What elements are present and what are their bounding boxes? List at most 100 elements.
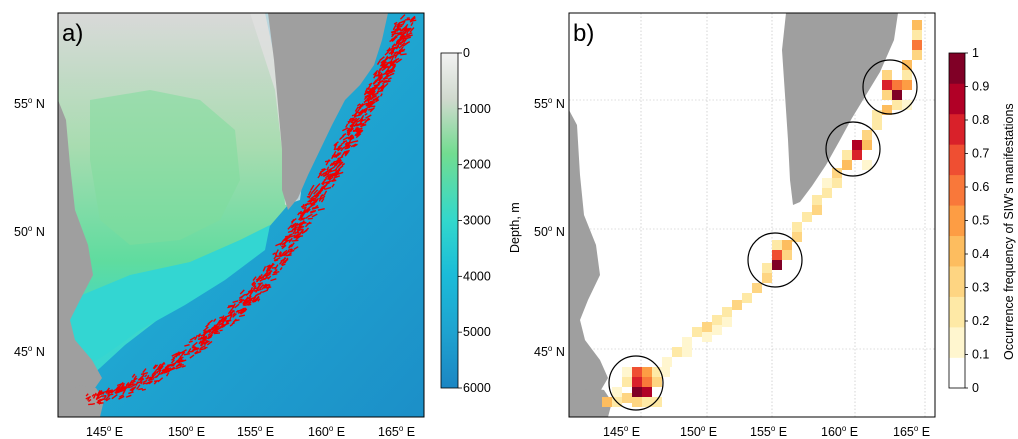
siw-mark [189, 354, 195, 359]
siw-mark [352, 129, 359, 132]
mainland-land [58, 100, 102, 417]
frequency-cell [622, 367, 632, 377]
frequency-cell [632, 387, 642, 397]
frequency-cell [782, 250, 792, 260]
siw-mark [401, 20, 406, 26]
siw-mark [248, 295, 252, 301]
siw-mark [285, 236, 289, 240]
frequency-tick-label: 0.4 [972, 247, 989, 261]
siw-mark [300, 217, 306, 220]
siw-mark [303, 209, 309, 215]
siw-mark [393, 21, 398, 25]
siw-mark [213, 330, 219, 334]
siw-mark [398, 20, 406, 24]
lon-label-150: 150o E [680, 424, 717, 439]
frequency-tick-label: 0.2 [972, 314, 989, 328]
siw-mark [207, 332, 212, 336]
siw-mark [368, 91, 374, 97]
frequency-cell [702, 322, 712, 332]
siw-mark [347, 120, 351, 123]
siw-mark [259, 291, 263, 295]
frequency-cell [682, 337, 692, 347]
frequency-cell [882, 90, 892, 100]
depth-tick-label: 3000 [463, 214, 491, 228]
siw-mark [310, 200, 318, 206]
siw-mark [321, 180, 325, 185]
siw-mark [255, 277, 260, 281]
siw-mark [201, 336, 208, 340]
siw-mark [210, 327, 215, 331]
siw-mark [91, 393, 95, 397]
frequency-cell [772, 250, 782, 260]
frequency-cell [772, 260, 782, 270]
siw-mark [333, 175, 341, 179]
panel-a-lon-labels: 145o E 150o E 155o E 160o E 165o E [86, 424, 415, 439]
siw-mark [281, 244, 287, 248]
frequency-cell [882, 70, 892, 80]
siw-mark [378, 76, 383, 82]
frequency-color-block [949, 174, 965, 206]
frequency-cell [862, 140, 872, 150]
siw-mark [306, 208, 311, 214]
siw-mark [266, 270, 273, 276]
siw-mark [404, 18, 411, 21]
siw-mark [261, 289, 268, 293]
siw-mark [214, 327, 222, 332]
siw-mark [321, 168, 326, 171]
central-plateau [90, 90, 240, 245]
lat-label-55: 55o N [534, 96, 565, 111]
siw-mark [234, 319, 240, 322]
frequency-cell [832, 168, 842, 178]
siw-mark [391, 63, 396, 66]
siw-mark [210, 328, 215, 334]
siw-mark [123, 386, 127, 391]
frequency-color-block [949, 144, 965, 176]
siw-mark [387, 65, 392, 70]
siw-mark [288, 244, 293, 249]
siw-mark [161, 362, 166, 366]
siw-mark [92, 392, 97, 399]
siw-mark [355, 133, 362, 139]
lon-label-150: 150o E [168, 424, 205, 439]
frequency-cell [602, 397, 612, 407]
hokkaido-land [58, 385, 104, 417]
siw-mark [322, 182, 325, 186]
siw-mark [118, 387, 123, 392]
siw-mark [239, 307, 245, 315]
siw-mark [232, 313, 237, 318]
siw-mark [270, 278, 277, 282]
siw-mark [142, 379, 148, 384]
frequency-color-block [949, 205, 965, 237]
frequency-color-block [949, 357, 965, 389]
siw-mark [306, 195, 311, 198]
siw-mark [406, 29, 410, 35]
siw-mark [373, 69, 379, 76]
siw-mark [313, 189, 319, 195]
siw-mark [293, 236, 299, 239]
siw-mark [95, 395, 103, 401]
siw-mark [144, 374, 148, 378]
siw-mark [337, 146, 343, 152]
siw-mark [390, 66, 396, 71]
siw-mark [311, 187, 317, 194]
siw-mark [364, 95, 369, 98]
siw-mark [359, 103, 364, 110]
siw-mark [281, 242, 286, 246]
siw-mark [354, 106, 359, 112]
siw-mark [130, 386, 137, 392]
siw-mark [310, 184, 315, 191]
siw-mark [394, 51, 398, 54]
depth-colorbar-ramp [440, 52, 459, 389]
siw-mark [132, 383, 137, 387]
siw-mark [279, 251, 283, 256]
siw-mark [253, 295, 260, 302]
siw-mark [299, 211, 304, 215]
siw-mark [274, 249, 279, 256]
siw-mark [320, 172, 325, 177]
siw-mark [395, 58, 403, 64]
depth-tick-label: 5000 [463, 325, 491, 339]
frequency-cell [812, 205, 822, 215]
frequency-cell [682, 347, 692, 357]
siw-mark [141, 373, 145, 378]
siw-mark [290, 228, 295, 233]
